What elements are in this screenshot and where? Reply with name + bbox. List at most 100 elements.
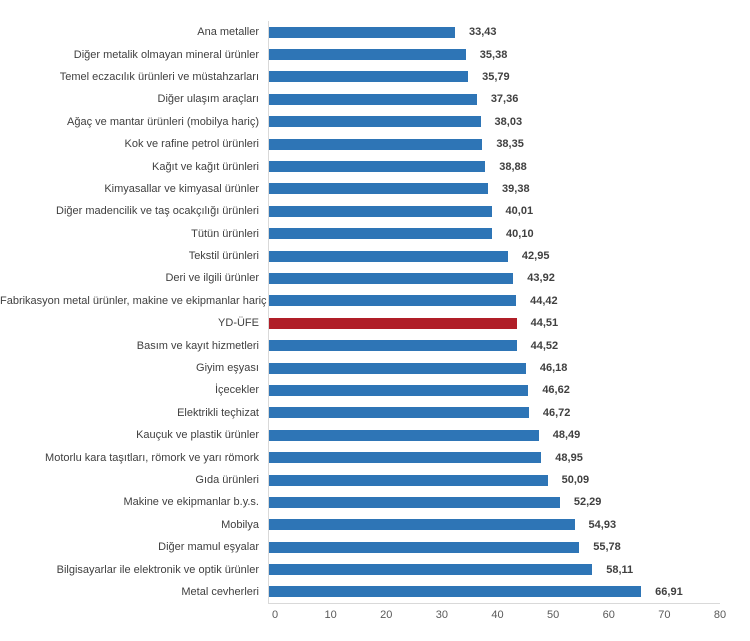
chart-row: Kok ve rafine petrol ürünleri 38,35 <box>0 132 750 156</box>
chart-row: Diğer ulaşım araçları 37,36 <box>0 88 750 111</box>
value-label: 40,01 <box>505 205 534 218</box>
chart-row: Makine ve ekipmanlar b.y.s. 52,29 <box>0 491 750 514</box>
x-axis-tick: 10 <box>324 609 337 622</box>
value-label: 48,49 <box>552 429 581 442</box>
bar <box>269 519 575 531</box>
bar-track: 46,18 <box>268 356 750 380</box>
category-label: Kok ve rafine petrol ürünleri <box>124 138 259 151</box>
bar-track: 38,03 <box>268 110 750 133</box>
value-label: 39,38 <box>502 182 530 195</box>
chart-row: Kağıt ve kağıt ürünleri 38,88 <box>0 155 750 178</box>
bar <box>269 340 517 352</box>
category-label: Diğer metalik olmayan mineral ürünler <box>73 48 259 61</box>
bar <box>269 295 517 307</box>
chart-row: Tekstil ürünleri 42,95 <box>0 244 750 268</box>
value-label: 44,51 <box>530 317 559 330</box>
chart-row: Gıda ürünleri 50,09 <box>0 468 750 492</box>
chart-row: Kimyasallar ve kimyasal ürünler 39,38 <box>0 177 750 201</box>
bar-track: 39,38 <box>268 177 750 201</box>
bar-track: 46,62 <box>268 379 750 402</box>
bar <box>269 183 489 195</box>
bar-track: 37,36 <box>268 88 750 111</box>
value-label: 42,95 <box>521 250 550 263</box>
chart-row: Diğer madencilik ve taş ocakçılığı ürünl… <box>0 200 750 223</box>
category-label: Kimyasallar ve kimyasal ürünler <box>104 182 259 195</box>
bar <box>269 205 492 217</box>
bar-track: 58,11 <box>268 558 750 581</box>
value-label: 46,62 <box>542 384 570 397</box>
category-label: Mobilya <box>221 518 259 531</box>
bar <box>269 138 483 150</box>
chart-row: Elektrikli teçhizat 46,72 <box>0 401 750 425</box>
chart-rows: Ana metaller 33,43 Diğer metalik olmayan m… <box>0 21 750 604</box>
bar <box>269 49 466 61</box>
category-label: Bilgisayarlar ile elektronik ve optik ür… <box>56 563 259 576</box>
bar-track: 40,01 <box>268 200 750 223</box>
category-label: İçecekler <box>214 384 259 397</box>
chart-row: Bilgisayarlar ile elektronik ve optik ür… <box>0 558 750 581</box>
category-label: Elektrikli teçhizat <box>177 406 259 419</box>
bar <box>269 26 455 38</box>
bar <box>269 496 560 508</box>
bar <box>269 71 469 83</box>
category-label: Tütün ürünleri <box>191 227 259 240</box>
chart-row: Basım ve kayıt hizmetleri 44,52 <box>0 334 750 357</box>
x-axis-tick: 20 <box>380 609 393 622</box>
category-label: Diğer mamul eşyalar <box>158 541 259 554</box>
value-label: 44,42 <box>530 294 558 307</box>
value-label: 66,91 <box>655 585 683 598</box>
bar-track: 33,43 <box>268 21 750 44</box>
bar-track: 52,29 <box>268 491 750 514</box>
bar <box>269 541 580 553</box>
bar <box>269 161 486 173</box>
category-label: Ana metaller <box>197 26 259 39</box>
value-label: 46,72 <box>542 406 571 419</box>
category-label: Basım ve kayıt hizmetleri <box>136 339 259 352</box>
category-label: Makine ve ekipmanlar b.y.s. <box>123 496 259 509</box>
bar <box>269 564 593 576</box>
bar <box>269 586 642 598</box>
bar-track: 66,91 <box>268 580 750 604</box>
bar-track: 40,10 <box>268 222 750 245</box>
bar-track: 35,38 <box>268 43 750 66</box>
value-label: 50,09 <box>561 474 590 486</box>
bar <box>269 228 493 240</box>
chart-row: YD-ÜFE 44,51 <box>0 312 750 335</box>
chart-row: Ana metaller 33,43 <box>0 21 750 44</box>
category-label: Diğer ulaşım araçları <box>157 93 259 106</box>
value-label: 35,79 <box>482 70 510 83</box>
value-label: 43,92 <box>527 272 555 285</box>
category-label: Kağıt ve kağıt ürünleri <box>151 160 259 173</box>
bar-track: 54,93 <box>268 513 750 536</box>
value-label: 55,78 <box>593 541 621 554</box>
x-axis-tick: 60 <box>602 609 615 622</box>
bar <box>269 407 529 419</box>
bar-track: 44,51 <box>268 312 750 335</box>
category-label: Tekstil ürünleri <box>188 250 259 263</box>
chart-row: Diğer mamul eşyalar 55,78 <box>0 535 750 559</box>
category-label: Fabrikasyon metal ürünler, makine ve eki… <box>0 294 267 307</box>
chart-row: Fabrikasyon metal ürünler, makine ve eki… <box>0 289 750 313</box>
chart-row: Metal cevherleri 66,91 <box>0 580 750 604</box>
value-label: 35,38 <box>479 48 508 61</box>
category-label: Gıda ürünleri <box>195 474 259 486</box>
bar-track: 48,49 <box>268 424 750 447</box>
x-axis-tick: 80 <box>713 609 727 622</box>
category-label: Kauçuk ve plastik ürünler <box>136 429 259 442</box>
x-axis-tick: 50 <box>547 609 560 622</box>
chart-row: Motorlu kara taşıtları, römork ve yarı r… <box>0 446 750 469</box>
value-label: 40,10 <box>506 227 534 240</box>
category-label: Motorlu kara taşıtları, römork ve yarı r… <box>45 451 259 464</box>
value-label: 58,11 <box>606 563 634 576</box>
value-label: 38,88 <box>499 160 527 173</box>
bar <box>269 272 514 284</box>
bar <box>269 93 477 105</box>
value-label: 54,93 <box>588 518 617 531</box>
chart-row: Giyim eşyası 46,18 <box>0 356 750 380</box>
chart-row: Ağaç ve mantar ürünleri (mobilya hariç) 3… <box>0 110 750 133</box>
bar <box>269 116 481 128</box>
value-label: 52,29 <box>573 496 602 509</box>
x-axis-tick: 30 <box>435 609 448 622</box>
category-label: Metal cevherleri <box>181 585 259 598</box>
